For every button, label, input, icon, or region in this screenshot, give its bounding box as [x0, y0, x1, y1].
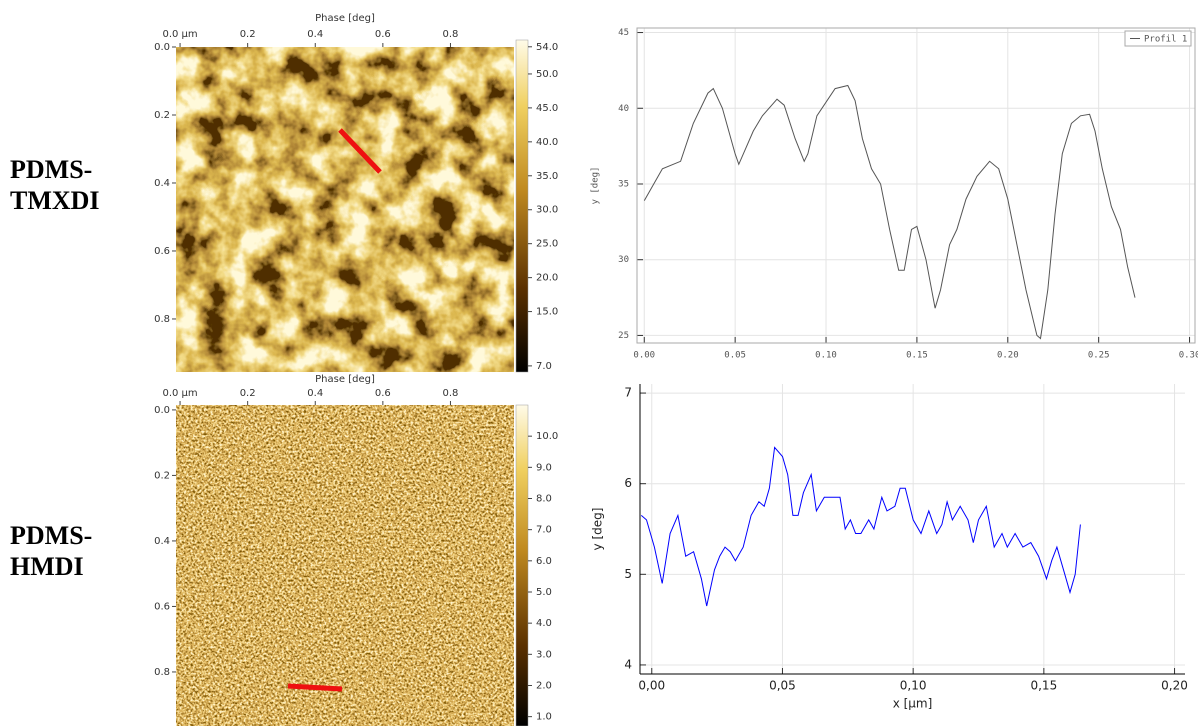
plot-frame [636, 27, 1196, 344]
colorbar-label: 15.0 [536, 307, 558, 318]
y-tick-label: 0.4 [154, 536, 170, 547]
x-tick-label: 0.00 [633, 351, 655, 361]
y-tick-label: 25 [618, 331, 629, 341]
x-tick-label: 0.30 [1179, 351, 1198, 361]
colorbar-label: 5.0 [536, 587, 552, 598]
x-tick-label: 0.05 [724, 351, 746, 361]
colorbar-label: 4.0 [536, 618, 552, 629]
x-tick-label: 0.2 [240, 388, 256, 399]
y-tick-label: 7 [624, 386, 632, 400]
colorbar-label: 7.0 [536, 361, 552, 372]
x-tick-label: 0.8 [443, 29, 459, 40]
x-tick-label: 0.25 [1088, 351, 1110, 361]
x-tick-label: 0,05 [769, 679, 796, 693]
legend-label: Profil 1 [1144, 35, 1187, 45]
y-axis-label: y [deg] [591, 167, 601, 205]
x-tick-label: 0.10 [815, 351, 837, 361]
row-label: PDMS- [10, 521, 92, 550]
x-tick-label: 0.15 [906, 351, 928, 361]
colorbar-label: 25.0 [536, 239, 558, 250]
profile-line [643, 84, 1136, 340]
afm-image [176, 47, 514, 372]
image-title: Phase [deg] [315, 374, 375, 385]
colorbar-label: 10.0 [536, 431, 558, 442]
x-tick-label: 0.6 [375, 29, 391, 40]
y-tick-label: 0.0 [154, 42, 170, 53]
x-tick-label: 0,15 [1030, 679, 1057, 693]
x-tick-label: 0.4 [307, 29, 323, 40]
profile-marker [338, 128, 382, 174]
y-tick-label: 0.2 [154, 110, 170, 121]
colorbar-label: 20.0 [536, 273, 558, 284]
colorbar-label: 45.0 [536, 103, 558, 114]
x-tick-label: 0.20 [997, 351, 1019, 361]
colorbar-label: 54.0 [536, 42, 558, 53]
x-tick-label: 0,10 [900, 679, 927, 693]
y-tick-label: 0.0 [154, 405, 170, 416]
colorbar-label: 2.0 [536, 680, 552, 691]
colorbar-label: 40.0 [536, 137, 558, 148]
colorbar-label: 50.0 [536, 69, 558, 80]
colorbar [515, 39, 529, 373]
colorbar-label: 3.0 [536, 649, 552, 660]
colorbar [515, 404, 529, 726]
y-tick-label: 40 [618, 104, 629, 114]
x-tick-label: 0,20 [1161, 679, 1188, 693]
y-tick-label: 0.2 [154, 470, 170, 481]
x-axis-label: x [µm] [893, 697, 933, 711]
x-tick-label: 0.0 µm [162, 29, 197, 40]
y-tick-label: 30 [618, 255, 629, 265]
y-tick-label: 0.6 [154, 601, 170, 612]
y-tick-label: 5 [624, 567, 632, 581]
profile-line [640, 446, 1081, 607]
afm-image [176, 405, 514, 726]
x-tick-label: 0.2 [240, 29, 256, 40]
x-tick-label: 0.0 µm [162, 388, 197, 399]
x-tick-label: 0,00 [638, 679, 665, 693]
y-tick-label: 0.6 [154, 246, 170, 257]
x-tick-label: 0.4 [307, 388, 323, 399]
colorbar-label: 9.0 [536, 462, 552, 473]
colorbar-label: 8.0 [536, 493, 552, 504]
x-tick-label: 0.6 [375, 388, 391, 399]
profile-marker [287, 683, 343, 692]
row-label: TMXDI [10, 186, 100, 215]
colorbar-label: 6.0 [536, 556, 552, 567]
y-tick-label: 35 [618, 179, 629, 189]
y-tick-label: 45 [618, 28, 629, 38]
y-tick-label: 4 [624, 657, 632, 671]
x-tick-label: 0.8 [443, 388, 459, 399]
legend-box [1124, 30, 1192, 47]
colorbar-label: 7.0 [536, 525, 552, 536]
image-title: Phase [deg] [315, 13, 375, 24]
y-tick-label: 0.8 [154, 314, 170, 325]
row-label: PDMS- [10, 155, 92, 184]
colorbar-label: 1.0 [536, 712, 552, 723]
y-tick-label: 0.8 [154, 667, 170, 678]
row-label: HMDI [10, 552, 84, 581]
colorbar-label: 30.0 [536, 205, 558, 216]
y-axis-label: y [deg] [591, 508, 605, 551]
y-tick-label: 0.4 [154, 178, 170, 189]
y-tick-label: 6 [624, 476, 632, 490]
colorbar-label: 35.0 [536, 171, 558, 182]
